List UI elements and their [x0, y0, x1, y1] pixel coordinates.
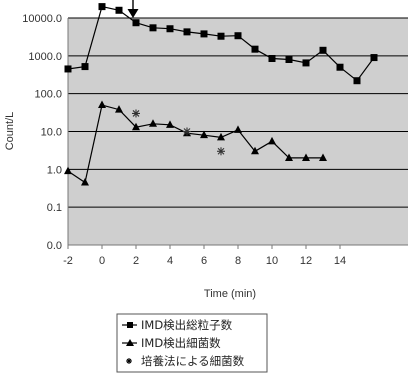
data-point-triangle — [64, 166, 72, 175]
x-axis-ticks: -2 0 2 4 6 8 10 12 14 — [63, 245, 346, 267]
series-2 — [132, 109, 225, 156]
data-point-square — [132, 19, 140, 27]
data-point-asterisk — [217, 147, 225, 156]
series-line-1 — [67, 104, 323, 184]
data-point-triangle — [285, 153, 293, 161]
data-point-square — [353, 77, 361, 85]
data-point-triangle — [132, 122, 140, 131]
data-point-square — [251, 45, 259, 53]
y-tick-label: 1000.0 — [28, 51, 62, 63]
legend-entry-culture: 培養法による細菌数 — [126, 354, 245, 368]
y-axis-ticks: 0.0 0.1 1.0 10.0 100.0 1000.0 10000.0 — [22, 13, 62, 252]
data-point-square — [183, 28, 191, 36]
legend-box — [116, 313, 268, 373]
data-point-triangle — [251, 146, 259, 155]
legend-triangle-marker — [126, 339, 134, 346]
data-point-square — [217, 32, 225, 40]
data-point-square — [64, 65, 72, 73]
x-tick-label: 10 — [266, 255, 278, 267]
y-axis-title: Count/L — [4, 112, 16, 151]
legend-label-culture: 培養法による細菌数 — [141, 354, 245, 368]
x-tick-label: 6 — [201, 255, 207, 267]
data-point-square — [115, 6, 123, 14]
data-point-triangle — [268, 136, 276, 145]
legend: IMD検出総粒子数 IMD検出細菌数 培養法による細菌数 — [116, 313, 268, 373]
x-axis-title: Time (min) — [204, 288, 256, 300]
data-point-triangle — [115, 105, 123, 113]
data-point-triangle — [166, 120, 174, 128]
y-tick-label: 0.0 — [47, 240, 62, 252]
legend-entry-bacteria: IMD検出細菌数 — [122, 336, 221, 350]
time-marker-arrow — [127, 0, 139, 18]
legend-asterisk-marker — [126, 358, 132, 364]
data-point-square — [268, 55, 276, 63]
data-point-triangle — [81, 177, 89, 186]
x-tick-label: 14 — [334, 255, 346, 267]
data-point-square — [302, 59, 310, 67]
y-tick-label: 10000.0 — [22, 13, 62, 25]
data-point-triangle — [200, 130, 208, 139]
legend-entry-total-particles: IMD検出総粒子数 — [122, 318, 233, 332]
series-1 — [64, 100, 327, 186]
data-point-square — [149, 24, 157, 32]
x-tick-label: -2 — [63, 255, 73, 267]
legend-label-bacteria: IMD検出細菌数 — [141, 336, 221, 350]
data-point-square — [166, 25, 174, 33]
x-tick-label: 4 — [167, 255, 173, 267]
data-point-asterisk — [132, 109, 140, 118]
y-tick-label: 100.0 — [34, 89, 62, 101]
series-0 — [64, 3, 378, 85]
data-point-triangle — [319, 153, 327, 161]
data-point-square — [81, 63, 89, 71]
data-point-square — [234, 32, 242, 40]
data-point-square — [336, 63, 344, 71]
data-point-triangle — [234, 125, 242, 133]
data-point-square — [285, 55, 293, 63]
data-point-square — [200, 30, 208, 38]
data-point-triangle — [98, 100, 106, 109]
data-point-triangle — [149, 119, 157, 127]
y-tick-label: 10.0 — [41, 127, 62, 139]
x-tick-label: 8 — [235, 255, 241, 267]
x-tick-label: 2 — [133, 255, 139, 267]
data-point-square — [319, 46, 327, 54]
data-point-triangle — [217, 132, 225, 141]
legend-square-marker — [127, 322, 133, 328]
data-point-asterisk — [183, 127, 191, 136]
series-group — [64, 3, 378, 186]
x-tick-label: 0 — [99, 255, 105, 267]
data-point-square — [98, 3, 106, 11]
arrow-head — [127, 9, 139, 18]
legend-label-total-particles: IMD検出総粒子数 — [141, 318, 233, 332]
x-tick-label: 12 — [300, 255, 312, 267]
data-point-square — [370, 54, 378, 62]
y-tick-label: 1.0 — [47, 164, 62, 176]
y-tick-label: 0.1 — [47, 202, 62, 214]
data-point-triangle — [302, 153, 310, 161]
